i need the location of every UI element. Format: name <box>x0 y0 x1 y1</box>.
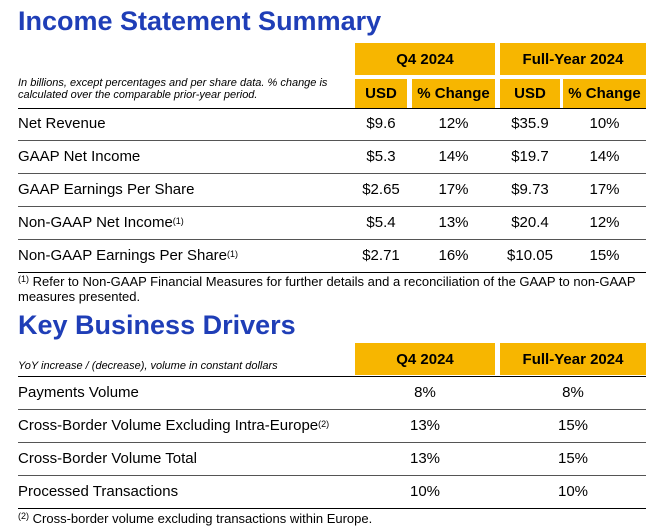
table-row: Non-GAAP Net Income(1) $5.4 13% $20.4 12… <box>0 207 646 239</box>
fy-change-value: 10% <box>589 115 620 132</box>
fy-usd-header: USD <box>500 79 560 108</box>
income-header-rule <box>18 108 646 109</box>
row-label: Payments Volume <box>18 384 139 401</box>
q4-usd-value: $5.3 <box>366 148 396 165</box>
q4-usd-header: USD <box>355 79 407 108</box>
q4-usd-value: $9.6 <box>366 115 396 132</box>
q4-change-value: 12% <box>438 115 469 132</box>
row-label: Non-GAAP Net Income(1) <box>18 214 184 231</box>
fy-change-value: 14% <box>589 148 620 165</box>
footnote-ref: (1) <box>227 249 238 259</box>
q4-2024-header: Q4 2024 <box>355 43 495 75</box>
table-row: Payments Volume 8% 8% <box>0 377 646 409</box>
fy-value: 15% <box>557 417 589 434</box>
row-divider <box>18 409 646 410</box>
fy-usd-value: $10.05 <box>507 247 553 264</box>
drivers-footnote: (2) Cross-border volume excluding transa… <box>18 511 373 526</box>
row-divider <box>18 206 646 207</box>
q4-change-value: 16% <box>438 247 469 264</box>
table-row: Net Revenue $9.6 12% $35.9 10% <box>0 108 646 140</box>
drivers-q4-2024-header: Q4 2024 <box>355 343 495 375</box>
row-label: Net Revenue <box>18 115 106 132</box>
income-units-note: In billions, except percentages and per … <box>18 77 328 101</box>
footnote-ref: (1) <box>172 216 184 226</box>
income-bottom-rule <box>18 272 646 273</box>
fy-change-value: 12% <box>589 214 620 231</box>
row-label: Cross-Border Volume Excluding Intra-Euro… <box>18 417 330 434</box>
income-footnote: (1) Refer to Non-GAAP Financial Measures… <box>18 274 636 304</box>
row-divider <box>18 442 646 443</box>
footnote-marker: (1) <box>18 274 29 284</box>
q4-change-value: 17% <box>438 181 469 198</box>
fy-value: 8% <box>562 384 584 401</box>
drivers-full-year-2024-header: Full-Year 2024 <box>500 343 646 375</box>
income-statement-title: Income Statement Summary <box>18 6 382 36</box>
row-divider <box>18 173 646 174</box>
full-year-2024-header: Full-Year 2024 <box>500 43 646 75</box>
q4-change-header: % Change <box>412 79 495 108</box>
q4-value: 8% <box>414 384 436 401</box>
row-label: Non-GAAP Earnings Per Share(1) <box>18 247 238 264</box>
drivers-header-rule <box>18 376 646 377</box>
q4-value: 13% <box>409 450 441 467</box>
q4-value: 13% <box>409 417 441 434</box>
fy-value: 10% <box>557 483 589 500</box>
row-label: Cross-Border Volume Total <box>18 450 197 467</box>
table-row: GAAP Net Income $5.3 14% $19.7 14% <box>0 141 646 173</box>
fy-usd-value: $20.4 <box>511 214 549 231</box>
q4-value: 10% <box>409 483 441 500</box>
drivers-units-note: YoY increase / (decrease), volume in con… <box>18 360 278 372</box>
q4-change-value: 13% <box>438 214 469 231</box>
fy-change-value: 15% <box>589 247 620 264</box>
footnote-ref: (2) <box>318 419 330 429</box>
q4-usd-value: $2.65 <box>362 181 400 198</box>
row-divider <box>18 140 646 141</box>
table-row: Non-GAAP Earnings Per Share(1) $2.71 16%… <box>0 240 646 272</box>
q4-change-value: 14% <box>438 148 469 165</box>
fy-usd-value: $35.9 <box>511 115 549 132</box>
fy-usd-value: $9.73 <box>511 181 549 198</box>
row-label: Processed Transactions <box>18 483 179 500</box>
footnote-marker: (2) <box>18 511 29 521</box>
row-label: GAAP Earnings Per Share <box>18 181 195 198</box>
drivers-bottom-rule <box>18 508 646 509</box>
q4-usd-value: $5.4 <box>366 214 396 231</box>
fy-change-value: 17% <box>589 181 620 198</box>
row-label: GAAP Net Income <box>18 148 141 165</box>
table-row: Cross-Border Volume Excluding Intra-Euro… <box>0 410 646 442</box>
table-row: Processed Transactions 10% 10% <box>0 476 646 508</box>
table-row: GAAP Earnings Per Share $2.65 17% $9.73 … <box>0 174 646 206</box>
q4-usd-value: $2.71 <box>362 247 400 264</box>
row-divider <box>18 475 646 476</box>
table-row: Cross-Border Volume Total 13% 15% <box>0 443 646 475</box>
fy-change-header: % Change <box>563 79 646 108</box>
fy-usd-value: $19.7 <box>511 148 549 165</box>
fy-value: 15% <box>557 450 589 467</box>
row-divider <box>18 239 646 240</box>
key-business-drivers-title: Key Business Drivers <box>18 310 296 340</box>
